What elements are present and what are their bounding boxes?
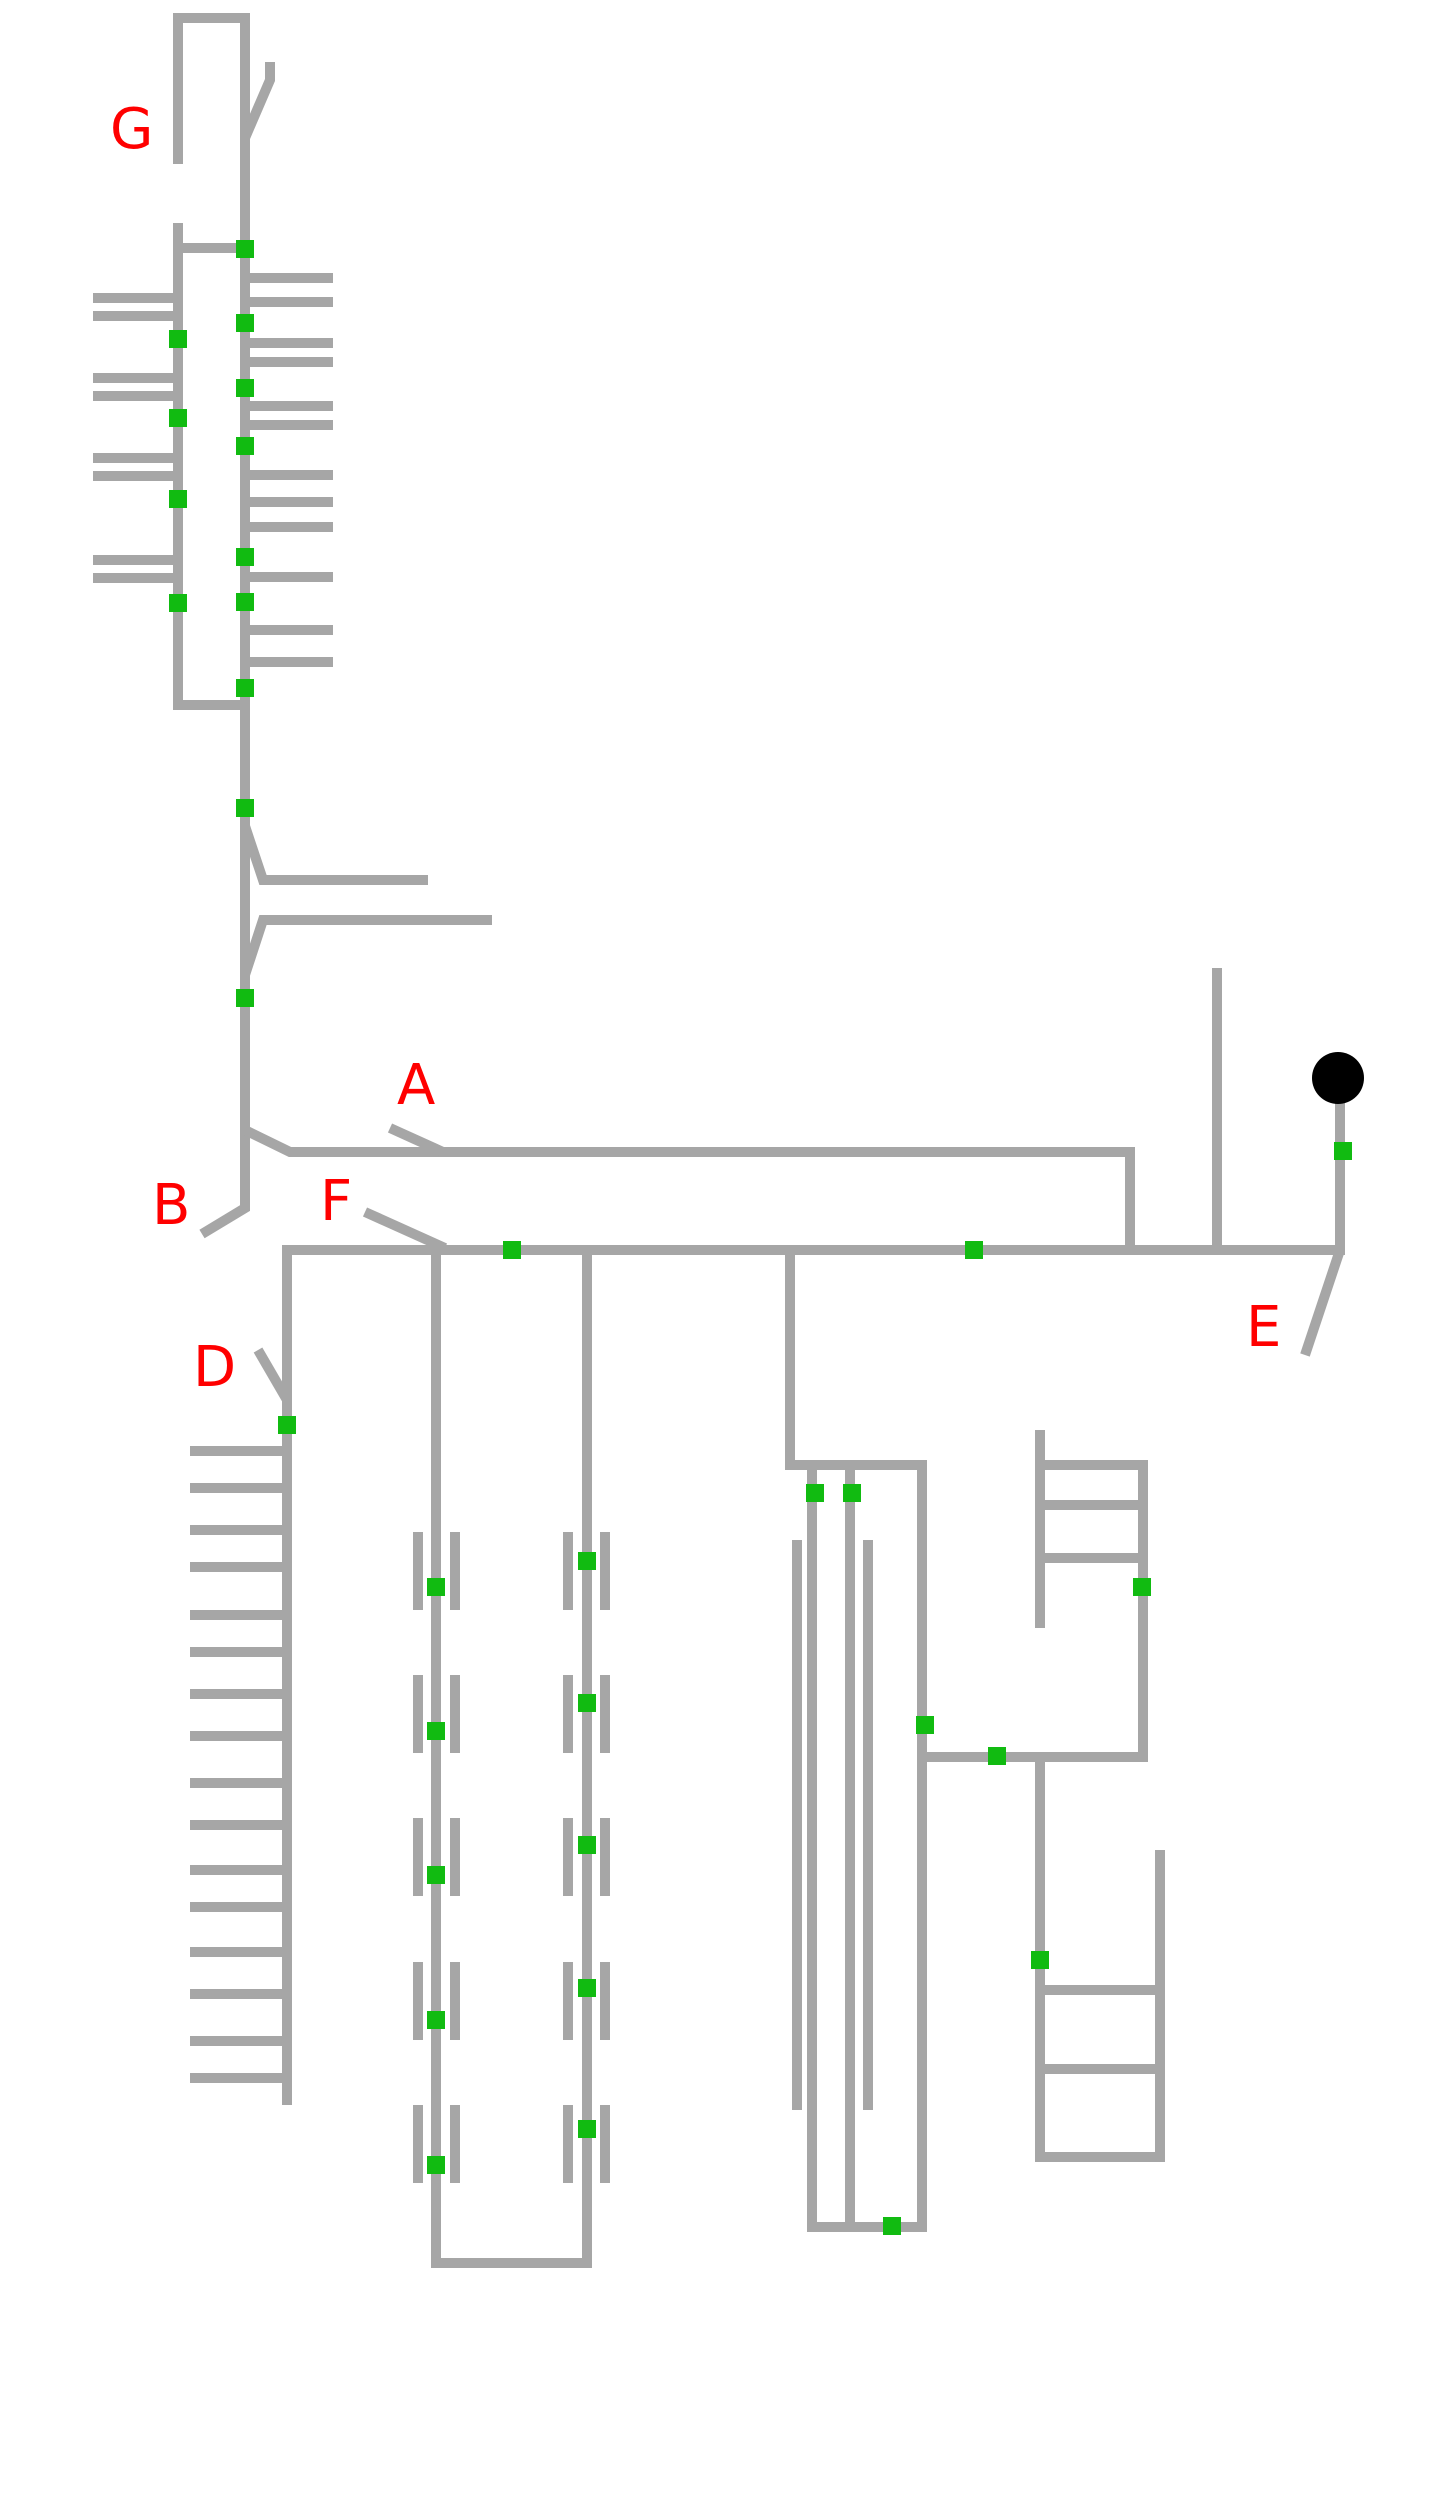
terminal-node[interactable] [1312,1052,1364,1104]
pad [413,2105,460,2183]
node-marker[interactable] [578,1694,596,1712]
node-marker[interactable] [883,2217,901,2235]
pad [413,1818,460,1896]
pad [563,1962,610,2040]
node-marker[interactable] [236,548,254,566]
node-marker[interactable] [169,409,187,427]
node-marker[interactable] [427,2156,445,2174]
node-group [169,240,1352,2235]
node-marker[interactable] [578,2120,596,2138]
node-marker[interactable] [236,379,254,397]
line-a [242,1125,1135,1250]
node-marker[interactable] [236,679,254,697]
ladder-upper [922,1430,1148,1762]
pad [563,2105,610,2183]
mid-branch-lower [240,915,492,977]
main-trunk-upper [199,138,250,1239]
node-marker[interactable] [503,1241,521,1259]
line-a-spur [387,1123,446,1157]
node-marker[interactable] [427,1578,445,1596]
node-marker[interactable] [236,799,254,817]
ladder-upper-rungs [1040,1500,1143,1563]
node-marker[interactable] [916,1716,934,1734]
pad [563,1675,610,1753]
node-marker[interactable] [236,314,254,332]
node-marker[interactable] [427,1866,445,1884]
label-a: A [397,1053,435,1118]
node-marker[interactable] [806,1484,824,1502]
pad [563,1532,610,1610]
left-stub-group [93,293,178,583]
node-marker[interactable] [578,1979,596,1997]
node-marker[interactable] [169,490,187,508]
pad [563,1818,610,1896]
node-marker[interactable] [965,1241,983,1259]
node-marker[interactable] [236,989,254,1007]
node-marker[interactable] [427,1722,445,1740]
labels: G A B F D E [110,97,1281,1400]
label-g: G [110,97,153,162]
label-f: F [320,1169,352,1234]
node-marker[interactable] [988,1747,1006,1765]
right-stub-group [245,273,333,667]
node-marker[interactable] [236,240,254,258]
node-marker[interactable] [236,437,254,455]
node-marker[interactable] [236,593,254,611]
label-e: E [1246,1295,1281,1360]
node-marker[interactable] [427,2011,445,2029]
node-marker[interactable] [843,1484,861,1502]
node-marker[interactable] [578,1552,596,1570]
left-branch [173,223,245,710]
line-f [362,1207,448,1253]
right-upper-loop [785,1250,927,2232]
node-marker[interactable] [578,1836,596,1854]
label-d: D [193,1335,236,1400]
node-marker[interactable] [1031,1951,1049,1969]
node-marker[interactable] [169,594,187,612]
g-loop [173,13,250,164]
pipe-network [93,13,1345,2268]
node-marker[interactable] [278,1416,296,1434]
ladder-lower [1035,1757,1165,2162]
line-e [1300,1248,1345,1357]
pad [413,1675,460,1753]
pad-group [413,1532,610,2183]
node-marker[interactable] [1133,1578,1151,1596]
main-horizontal [282,1076,1345,1330]
node-marker[interactable] [1334,1142,1352,1160]
node-marker[interactable] [169,330,187,348]
label-b: B [152,1173,190,1238]
g-spur [240,62,275,140]
central-u-loop [431,1250,592,2268]
pad [413,1962,460,2040]
pad [413,1532,460,1610]
mid-branch-upper [240,824,428,885]
d-comb-group [190,1446,287,2083]
ladder-lower-rungs [1040,1985,1160,2074]
